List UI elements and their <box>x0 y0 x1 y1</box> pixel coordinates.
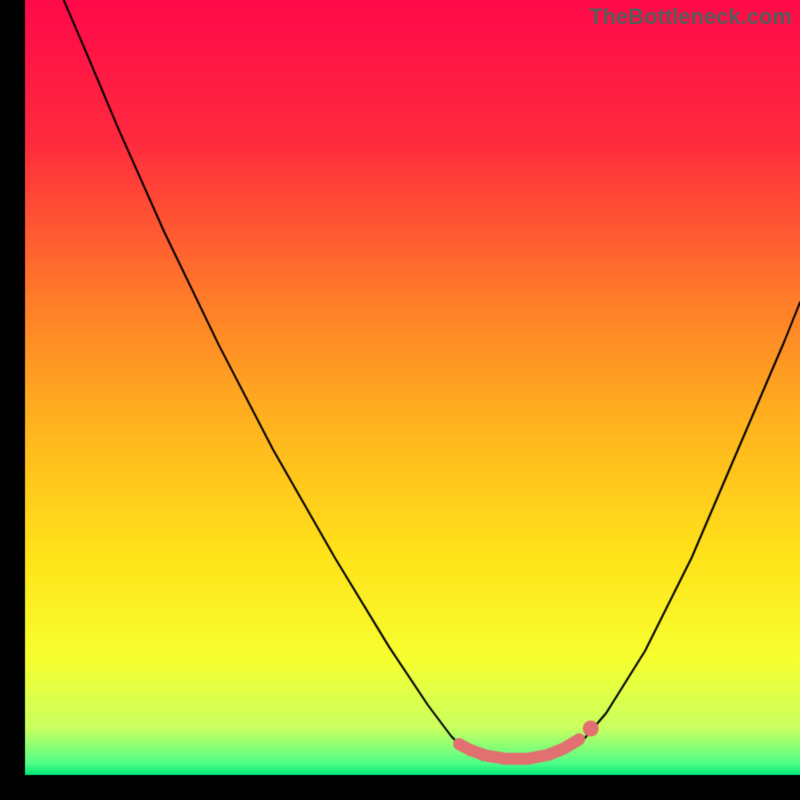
chart-container: TheBottleneck.com <box>0 0 800 800</box>
gradient-v-curve-plot <box>0 0 800 800</box>
